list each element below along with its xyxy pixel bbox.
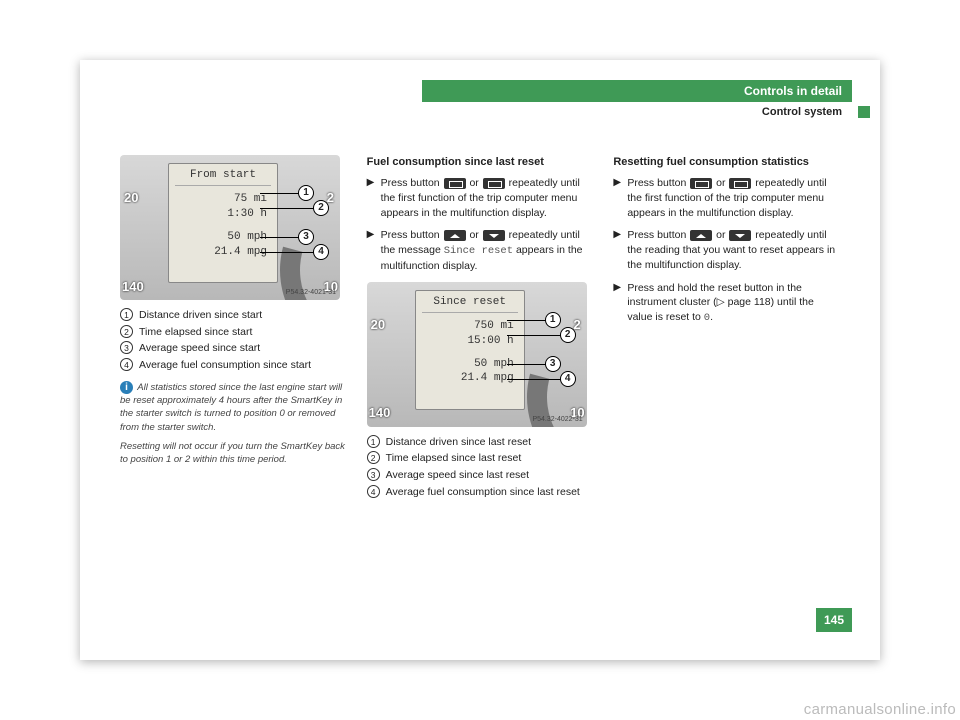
callout-4: 4: [560, 371, 576, 387]
column-1: 20 140 2 10 From start 75 mi 1:30 h 50 m…: [120, 155, 347, 507]
screen-line: 21.4 mpg: [175, 245, 271, 260]
screen-line: 750 mi: [422, 319, 518, 334]
instruction-step: ▶ Press button or repeatedly until the f…: [367, 176, 594, 220]
page-number: 145: [816, 608, 852, 632]
instruction-step: ▶ Press button or repeatedly until the m…: [367, 228, 594, 273]
down-button-icon: [729, 230, 751, 241]
legend-item: Time elapsed since start: [139, 325, 347, 340]
screen-title: Since reset: [422, 295, 518, 313]
callout-3: 3: [545, 356, 561, 372]
callout-3: 3: [298, 229, 314, 245]
menu-left-icon: [690, 178, 712, 189]
lcd-screen: Since reset 750 mi 15:00 h 50 mph 21.4 m…: [415, 290, 525, 410]
legend-item: Distance driven since start: [139, 308, 347, 323]
down-button-icon: [483, 230, 505, 241]
display-from-start: 20 140 2 10 From start 75 mi 1:30 h 50 m…: [120, 155, 340, 300]
legend-item: Average fuel consumption since last rese…: [386, 485, 594, 500]
info-text: Resetting will not occur if you turn the…: [120, 441, 345, 465]
legend-since-reset: 1Distance driven since last reset 2Time …: [367, 435, 594, 500]
column-2: Fuel consumption since last reset ▶ Pres…: [367, 155, 594, 507]
info-icon: i: [120, 381, 133, 394]
section-heading: Resetting fuel consumption statistics: [613, 155, 840, 170]
screen-line: 50 mph: [422, 357, 518, 372]
watermark: carmanualsonline.info: [804, 701, 956, 718]
legend-item: Average speed since start: [139, 341, 347, 356]
legend-item: Average fuel consumption since start: [139, 358, 347, 373]
step-arrow-icon: ▶: [613, 228, 627, 272]
up-button-icon: [690, 230, 712, 241]
screen-gap: [175, 222, 271, 230]
screen-line: 75 mi: [175, 192, 271, 207]
page-ref-icon: ▷: [717, 296, 725, 308]
screen-line: 50 mph: [175, 230, 271, 245]
info-text: All statistics stored since the last eng…: [120, 382, 342, 433]
content-columns: 20 140 2 10 From start 75 mi 1:30 h 50 m…: [120, 155, 840, 507]
callout-1: 1: [298, 185, 314, 201]
legend-from-start: 1Distance driven since start 2Time elaps…: [120, 308, 347, 373]
screen-gap: [422, 349, 518, 357]
screen-line: 21.4 mpg: [422, 371, 518, 386]
instruction-step: ▶ Press button or repeatedly until the r…: [613, 228, 840, 272]
section-title: Control system: [422, 102, 852, 122]
step-arrow-icon: ▶: [613, 176, 627, 220]
step-arrow-icon: ▶: [367, 176, 381, 220]
section-heading: Fuel consumption since last reset: [367, 155, 594, 170]
up-button-icon: [444, 230, 466, 241]
gauge-number: 20: [124, 189, 138, 207]
screen-line: 15:00 h: [422, 334, 518, 349]
gauge-number: 20: [371, 316, 385, 334]
instruction-step: ▶ Press button or repeatedly until the f…: [613, 176, 840, 220]
step-arrow-icon: ▶: [367, 228, 381, 273]
gauge-number: 140: [369, 404, 391, 422]
menu-right-icon: [729, 178, 751, 189]
image-code: P54.32-4021-31: [286, 288, 336, 298]
image-code: P54.32-4022-31: [532, 415, 582, 425]
column-3: Resetting fuel consumption statistics ▶ …: [613, 155, 840, 507]
legend-item: Time elapsed since last reset: [386, 451, 594, 466]
info-note: i All statistics stored since the last e…: [120, 381, 347, 434]
screen-title: From start: [175, 168, 271, 186]
manual-page: Controls in detail Control system 20 140…: [80, 60, 880, 660]
page-header: Controls in detail Control system: [422, 80, 852, 122]
info-note-2: Resetting will not occur if you turn the…: [120, 440, 347, 467]
step-arrow-icon: ▶: [613, 281, 627, 326]
menu-left-icon: [444, 178, 466, 189]
callout-1: 1: [545, 312, 561, 328]
instruction-step: ▶ Press and hold the reset button in the…: [613, 281, 840, 326]
gauge-number: 140: [122, 278, 144, 296]
callout-4: 4: [313, 244, 329, 260]
display-since-reset: 20 140 2 10 Since reset 750 mi 15:00 h 5…: [367, 282, 587, 427]
screen-line: 1:30 h: [175, 207, 271, 222]
legend-item: Distance driven since last reset: [386, 435, 594, 450]
legend-item: Average speed since last reset: [386, 468, 594, 483]
lcd-screen: From start 75 mi 1:30 h 50 mph 21.4 mpg: [168, 163, 278, 283]
callout-2: 2: [313, 200, 329, 216]
chapter-title: Controls in detail: [422, 80, 852, 102]
menu-right-icon: [483, 178, 505, 189]
callout-2: 2: [560, 327, 576, 343]
